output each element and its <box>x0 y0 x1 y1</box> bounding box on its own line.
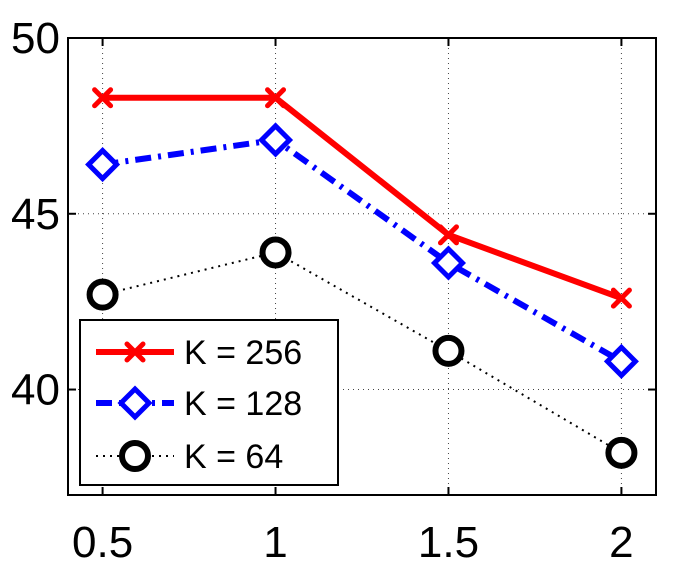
data-point <box>85 147 121 183</box>
y-tick-label: 50 <box>11 14 60 63</box>
legend-label: K = 64 <box>184 438 283 476</box>
legend-label: K = 256 <box>184 334 302 372</box>
x-tick-label: 1 <box>263 518 287 565</box>
y-tick-label: 40 <box>11 366 60 415</box>
series-2 <box>86 236 638 469</box>
legend-entry-0: K = 256 <box>96 334 302 372</box>
data-point <box>605 436 638 469</box>
series-0 <box>92 87 632 309</box>
legend-entry-2: K = 64 <box>96 438 283 476</box>
x-tick-label: 1.5 <box>418 518 479 565</box>
legend-marker-1 <box>117 385 153 421</box>
data-point <box>86 278 119 311</box>
y-tick-label: 45 <box>11 190 60 239</box>
legend-entry-1: K = 128 <box>96 385 302 423</box>
data-point <box>432 334 465 367</box>
series-1 <box>85 122 639 379</box>
series-line-2 <box>102 251 622 454</box>
series-line-0 <box>102 94 623 301</box>
series-line-1 <box>102 136 623 365</box>
legend-label: K = 128 <box>184 385 302 423</box>
data-point <box>257 122 294 158</box>
series-layer <box>85 87 639 469</box>
axis-ticks: 0.5 1 1.5 2 40 45 50 <box>11 14 656 565</box>
data-point <box>430 245 467 281</box>
data-point <box>92 87 114 109</box>
data-point <box>259 236 292 269</box>
legend-entries: K = 256 K = 128 K = 64 <box>96 334 302 476</box>
x-tick-label: 0.5 <box>72 518 133 565</box>
x-tick-label: 2 <box>609 518 633 565</box>
plot-frame <box>67 37 657 496</box>
data-point <box>265 87 287 109</box>
legend-marker-2 <box>119 440 151 472</box>
data-point <box>437 224 459 246</box>
legend-marker-0 <box>124 341 146 363</box>
data-point <box>610 287 632 309</box>
data-point <box>603 343 639 379</box>
legend: K = 256 K = 128 K = 64 <box>79 319 339 486</box>
